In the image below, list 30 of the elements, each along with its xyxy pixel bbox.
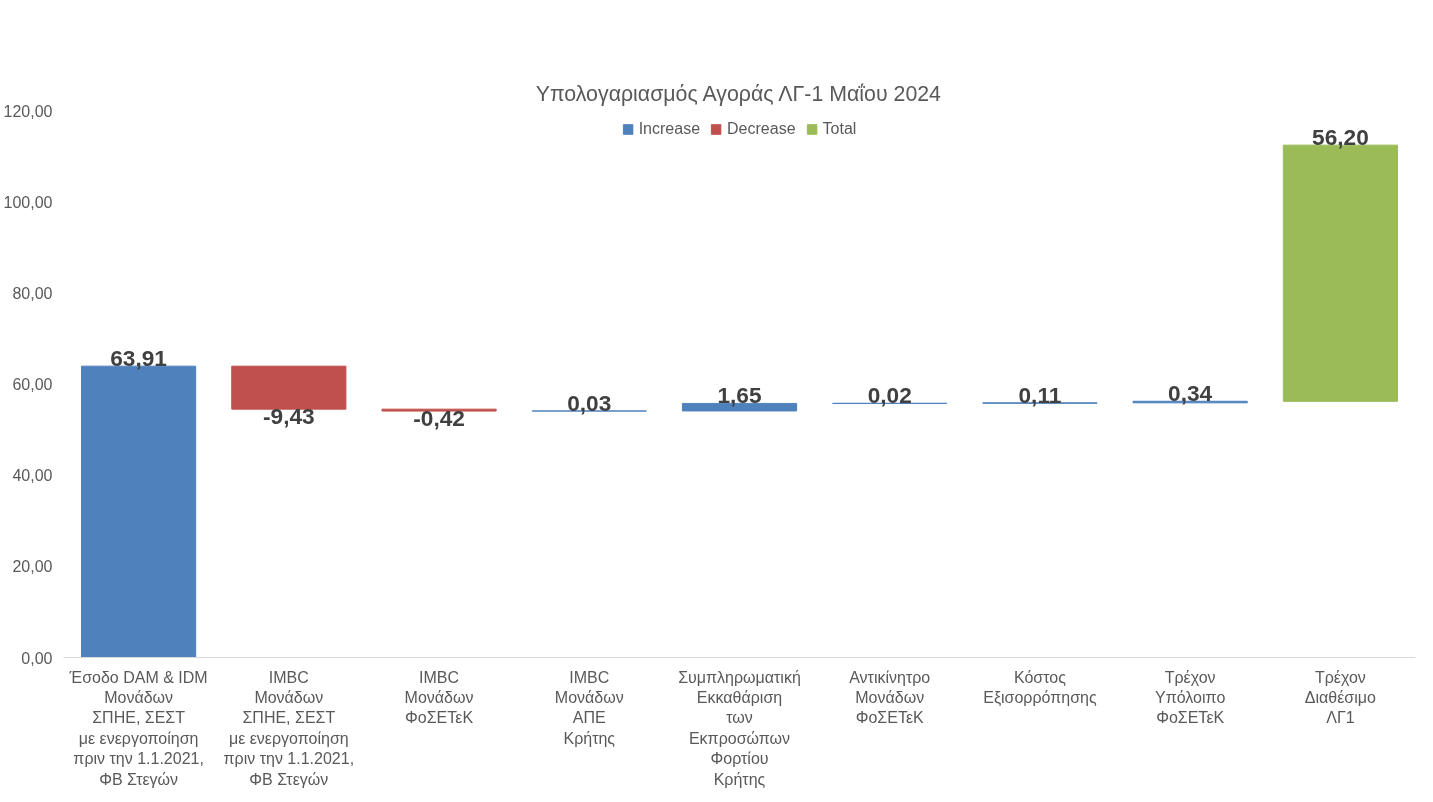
data-label: 0,02 bbox=[867, 382, 912, 409]
x-tick-label: Έσοδο DAM & IDM Μονάδων ΣΠΗΕ, ΣΕΣΤ με ενεργοποίηση πριν την 1.1.2021, ΦΒ Στεγών bbox=[68, 668, 208, 788]
legend-label: Decrease bbox=[727, 120, 796, 138]
data-label: 0,34 bbox=[1168, 380, 1213, 407]
legend-label: Total bbox=[822, 120, 857, 138]
y-tick-label: 120,00 bbox=[3, 102, 53, 120]
y-tick-label: 0,00 bbox=[21, 649, 53, 667]
x-tick-label: Αντικίνητρο Μονάδων ΦοΣΕΤεΚ bbox=[849, 668, 931, 727]
data-label: 0,03 bbox=[567, 389, 612, 416]
y-tick-label: 100,00 bbox=[3, 193, 53, 211]
chart-title: Υπολογαριασμός Αγοράς ΛΓ-1 Μαΐου 2024 bbox=[535, 81, 942, 106]
y-tick-label: 40,00 bbox=[12, 467, 53, 485]
legend-label: Increase bbox=[638, 120, 701, 138]
x-tick-label: IMBC Μονάδων ΦοΣΕΤεΚ bbox=[404, 668, 474, 727]
data-label: 63,91 bbox=[110, 345, 167, 372]
x-tick-label: Κόστος Εξισορρόπησης bbox=[983, 668, 1097, 707]
data-label: 56,20 bbox=[1312, 124, 1369, 151]
x-tick-label: IMBC Μονάδων ΣΠΗΕ, ΣΕΣΤ με ενεργοποίηση πριν την 1.1.2021, ΦΒ Στεγών bbox=[223, 668, 355, 788]
x-tick-label: IMBC Μονάδων ΑΠΕ Κρήτης bbox=[554, 668, 624, 747]
bar bbox=[231, 365, 347, 410]
y-tick-label: 20,00 bbox=[12, 558, 53, 576]
data-label: 1,65 bbox=[717, 382, 762, 409]
y-tick-label: 80,00 bbox=[12, 284, 53, 302]
data-label: -9,43 bbox=[263, 403, 315, 430]
x-tick-label: Συμπληρωματική Εκκαθάριση των Εκπροσώπων Φορτίου Κρήτης bbox=[678, 668, 801, 788]
x-tick-label: Τρέχον Υπόλοιπο ΦοΣΕΤεΚ bbox=[1155, 668, 1226, 727]
data-label: 0,11 bbox=[1018, 381, 1062, 408]
x-tick-label: Τρέχον Διαθέσιμο ΛΓ1 bbox=[1304, 668, 1377, 727]
data-label: -0,42 bbox=[413, 405, 465, 432]
y-tick-label: 60,00 bbox=[12, 376, 53, 393]
